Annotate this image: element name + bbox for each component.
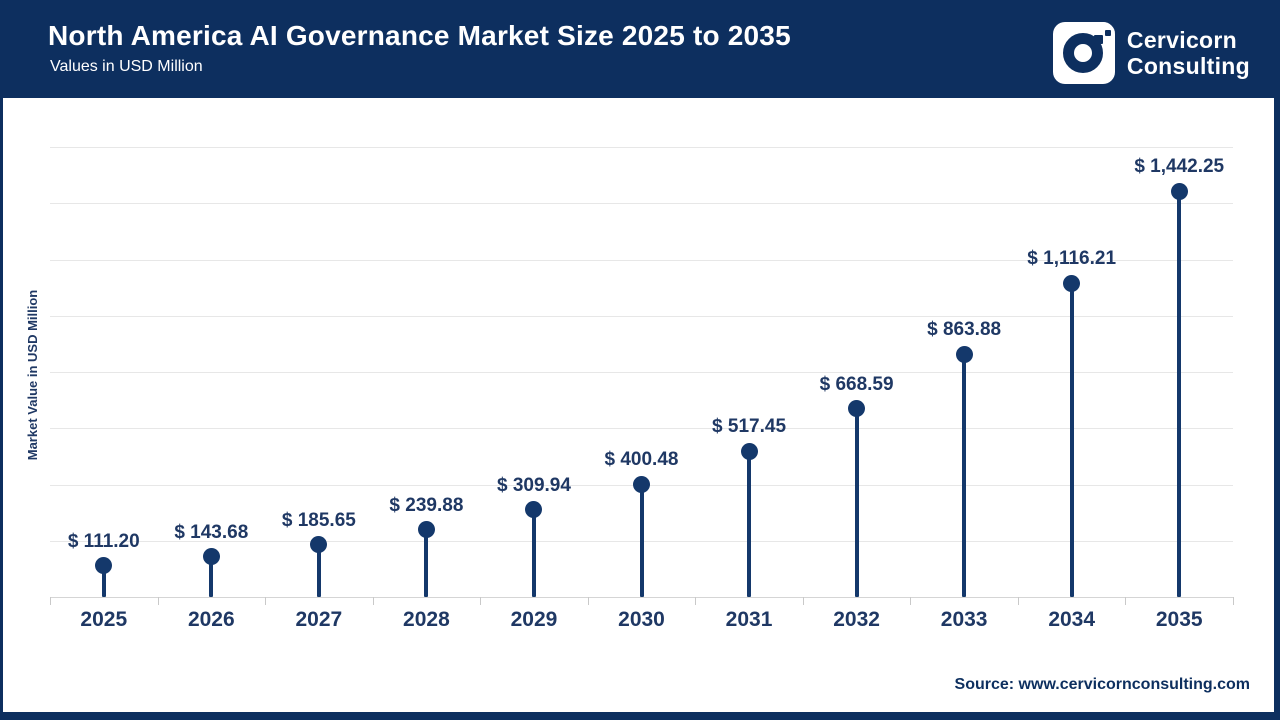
- lollipop-marker: [848, 400, 866, 418]
- value-label: $ 668.59: [819, 373, 894, 395]
- frame-border-right: [1274, 0, 1280, 720]
- lollipop-stem: [424, 529, 429, 597]
- x-tick-label: 2034: [1048, 608, 1096, 631]
- lollipop-stem: [531, 509, 536, 597]
- brand-name: Cervicorn Consulting: [1127, 27, 1250, 79]
- gridline: [50, 203, 1233, 205]
- x-axis-tick: [50, 597, 51, 605]
- lollipop-stem: [962, 354, 967, 597]
- gridline: [50, 428, 1233, 430]
- brand-logo: Cervicorn Consulting: [1052, 22, 1250, 84]
- value-label: $ 239.88: [389, 494, 464, 516]
- cervicorn-c-icon: [1052, 22, 1115, 84]
- lollipop-marker: [955, 345, 973, 363]
- header-band: North America AI Governance Market Size …: [0, 0, 1280, 98]
- x-axis-tick: [372, 597, 374, 605]
- value-label: $ 185.65: [281, 509, 356, 531]
- value-label: $ 309.94: [496, 474, 571, 496]
- lollipop-stem: [316, 544, 321, 597]
- gridline: [50, 372, 1233, 373]
- x-axis-tick: [265, 597, 267, 605]
- x-axis-tick: [587, 597, 589, 605]
- brand-name-line1: Cervicorn: [1126, 27, 1237, 53]
- value-label: $ 517.45: [712, 416, 787, 438]
- frame-border-bottom: [0, 712, 1280, 720]
- x-tick-label: 2029: [510, 608, 558, 631]
- value-label: $ 863.88: [927, 319, 1002, 341]
- lollipop-stem: [639, 484, 644, 597]
- x-axis-tick: [157, 597, 159, 605]
- lollipop-stem: [209, 556, 214, 597]
- lollipop-stem: [854, 408, 859, 597]
- lollipop-marker: [525, 501, 543, 519]
- lollipop-marker: [1170, 182, 1188, 200]
- gridline: [50, 147, 1233, 148]
- x-axis-tick: [802, 597, 804, 605]
- x-axis-tick: [695, 597, 697, 605]
- source-credit: Source: www.cervicornconsulting.com: [954, 676, 1250, 693]
- x-axis-tick: [1125, 597, 1127, 605]
- x-tick-label: 2035: [1155, 608, 1203, 631]
- gridline: [50, 315, 1233, 317]
- frame-border-left: [0, 0, 3, 720]
- lollipop-stem: [1177, 191, 1182, 597]
- lollipop-marker: [1063, 274, 1081, 292]
- value-label: $ 143.68: [174, 521, 249, 543]
- brand-name-line2: Consulting: [1126, 53, 1250, 79]
- gridline: [50, 259, 1233, 261]
- x-tick-label: 2026: [187, 608, 235, 631]
- value-label: $ 1,442.25: [1134, 156, 1225, 178]
- chart-title: North America AI Governance Market Size …: [48, 20, 791, 51]
- x-axis-tick: [480, 597, 482, 605]
- x-tick-label: 2028: [403, 608, 450, 631]
- x-axis-tick: [910, 597, 912, 605]
- x-tick-label: 2025: [80, 608, 128, 631]
- chart-subtitle: Values in USD Million: [50, 58, 203, 75]
- x-tick-label: 2033: [940, 608, 988, 631]
- lollipop-stem: [101, 565, 106, 597]
- value-label: $ 111.20: [67, 530, 140, 552]
- x-tick-label: 2030: [618, 608, 665, 631]
- x-axis-line: [50, 597, 1233, 598]
- value-label: $ 400.48: [604, 449, 679, 471]
- y-axis-title: Market Value in USD Million: [25, 289, 40, 461]
- lollipop-stem: [1069, 283, 1074, 597]
- x-tick-label: 2032: [833, 608, 880, 631]
- x-tick-label: 2031: [725, 608, 773, 631]
- x-axis-tick: [1233, 597, 1234, 605]
- value-label: $ 1,116.21: [1027, 248, 1117, 270]
- x-tick-label: 2027: [295, 608, 343, 631]
- lollipop-marker: [740, 442, 758, 460]
- lollipop-marker: [95, 557, 113, 575]
- lollipop-stem: [747, 451, 752, 597]
- lollipop-marker: [310, 536, 328, 554]
- lollipop-marker: [633, 475, 650, 493]
- lollipop-marker: [202, 548, 220, 566]
- lollipop-marker: [417, 521, 435, 539]
- x-axis-tick: [1017, 597, 1019, 605]
